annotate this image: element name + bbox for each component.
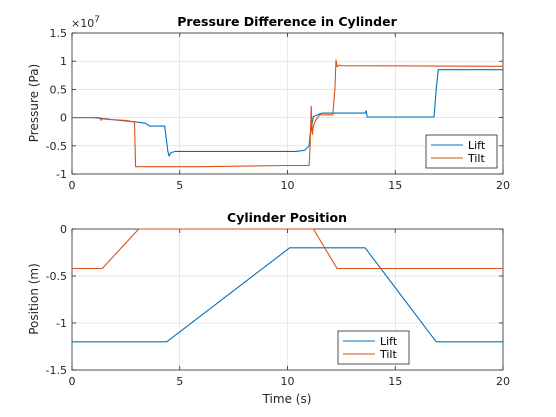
position-y-tick-label: -0.5 (46, 270, 67, 283)
position-x-tick-label: 10 (281, 375, 295, 388)
pressure-y-tick-label: 1 (60, 55, 67, 68)
position-series-tilt-line (72, 228, 503, 270)
pressure-x-tick-label: 15 (388, 179, 402, 192)
position-y-tick-label: 0 (60, 223, 67, 236)
pressure-y-tick-label: -1 (56, 168, 67, 181)
position-legend-label-tilt: Tilt (379, 348, 397, 361)
pressure-y-tick-label: 0 (60, 112, 67, 125)
pressure-chart-title: Pressure Difference in Cylinder (177, 14, 397, 29)
position-series-lift-line (72, 247, 503, 343)
pressure-x-tick-label: 20 (496, 179, 510, 192)
pressure-series-tilt-line (72, 59, 504, 168)
pressure-x-tick-label: 5 (176, 179, 183, 192)
pressure-legend-label-tilt: Tilt (467, 152, 485, 165)
position-chart-title: Cylinder Position (227, 210, 347, 225)
pressure-x-tick-label: 0 (69, 179, 76, 192)
pressure-series-lift-line (72, 69, 503, 157)
position-y-tick-label: -1 (56, 317, 67, 330)
pressure-y-tick-label: 0.5 (50, 83, 68, 96)
position-x-tick-label: 5 (176, 375, 183, 388)
position-legend-label-lift: Lift (380, 335, 398, 348)
pressure-y-multiplier: ×107 (71, 15, 100, 30)
pressure-axes: 0 5 10 15 20 -1 -0.5 0 0.5 1 1.5 Pressure Differen… (27, 14, 510, 192)
pressure-y-axis-label: Pressure (Pa) (27, 64, 41, 142)
pressure-legend-box (425, 134, 498, 169)
position-x-tick-label: 0 (69, 375, 76, 388)
position-legend-box (337, 330, 410, 365)
position-x-tick-label: 15 (388, 375, 402, 388)
position-plot-area: 0 5 10 15 20 -1.5 -1 -0.5 0 (46, 223, 510, 388)
pressure-y-tick-label: -0.5 (46, 140, 67, 153)
position-x-tick-label: 20 (496, 375, 510, 388)
position-y-axis-label: Position (m) (27, 263, 41, 335)
position-axes: 0 5 10 15 20 -1.5 -1 -0.5 0 Cylinder Position Po… (27, 210, 510, 406)
pressure-y-tick-label: 1.5 (50, 27, 68, 40)
pressure-x-tick-label: 10 (281, 179, 295, 192)
pressure-legend-label-lift: Lift (468, 139, 486, 152)
position-x-axis-label: Time (s) (262, 392, 312, 406)
position-y-tick-label: -1.5 (46, 364, 67, 377)
